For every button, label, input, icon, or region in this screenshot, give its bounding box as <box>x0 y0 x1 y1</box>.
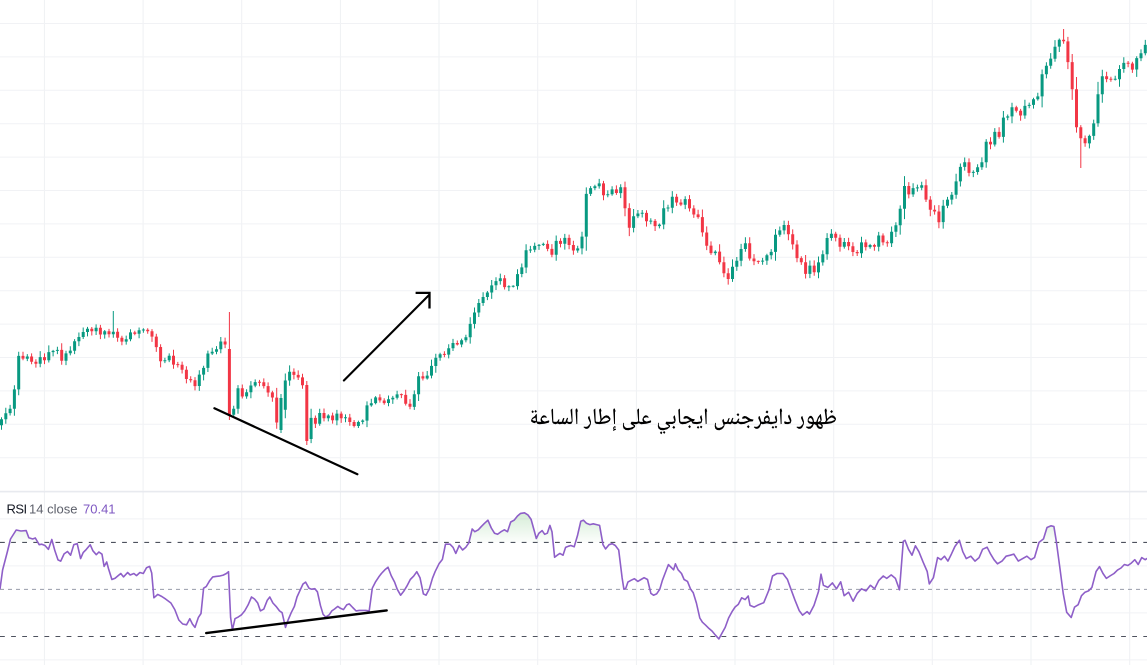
svg-text:70.41: 70.41 <box>83 502 116 517</box>
svg-text:RSI: RSI <box>7 502 27 517</box>
svg-text:14 close: 14 close <box>29 502 77 517</box>
